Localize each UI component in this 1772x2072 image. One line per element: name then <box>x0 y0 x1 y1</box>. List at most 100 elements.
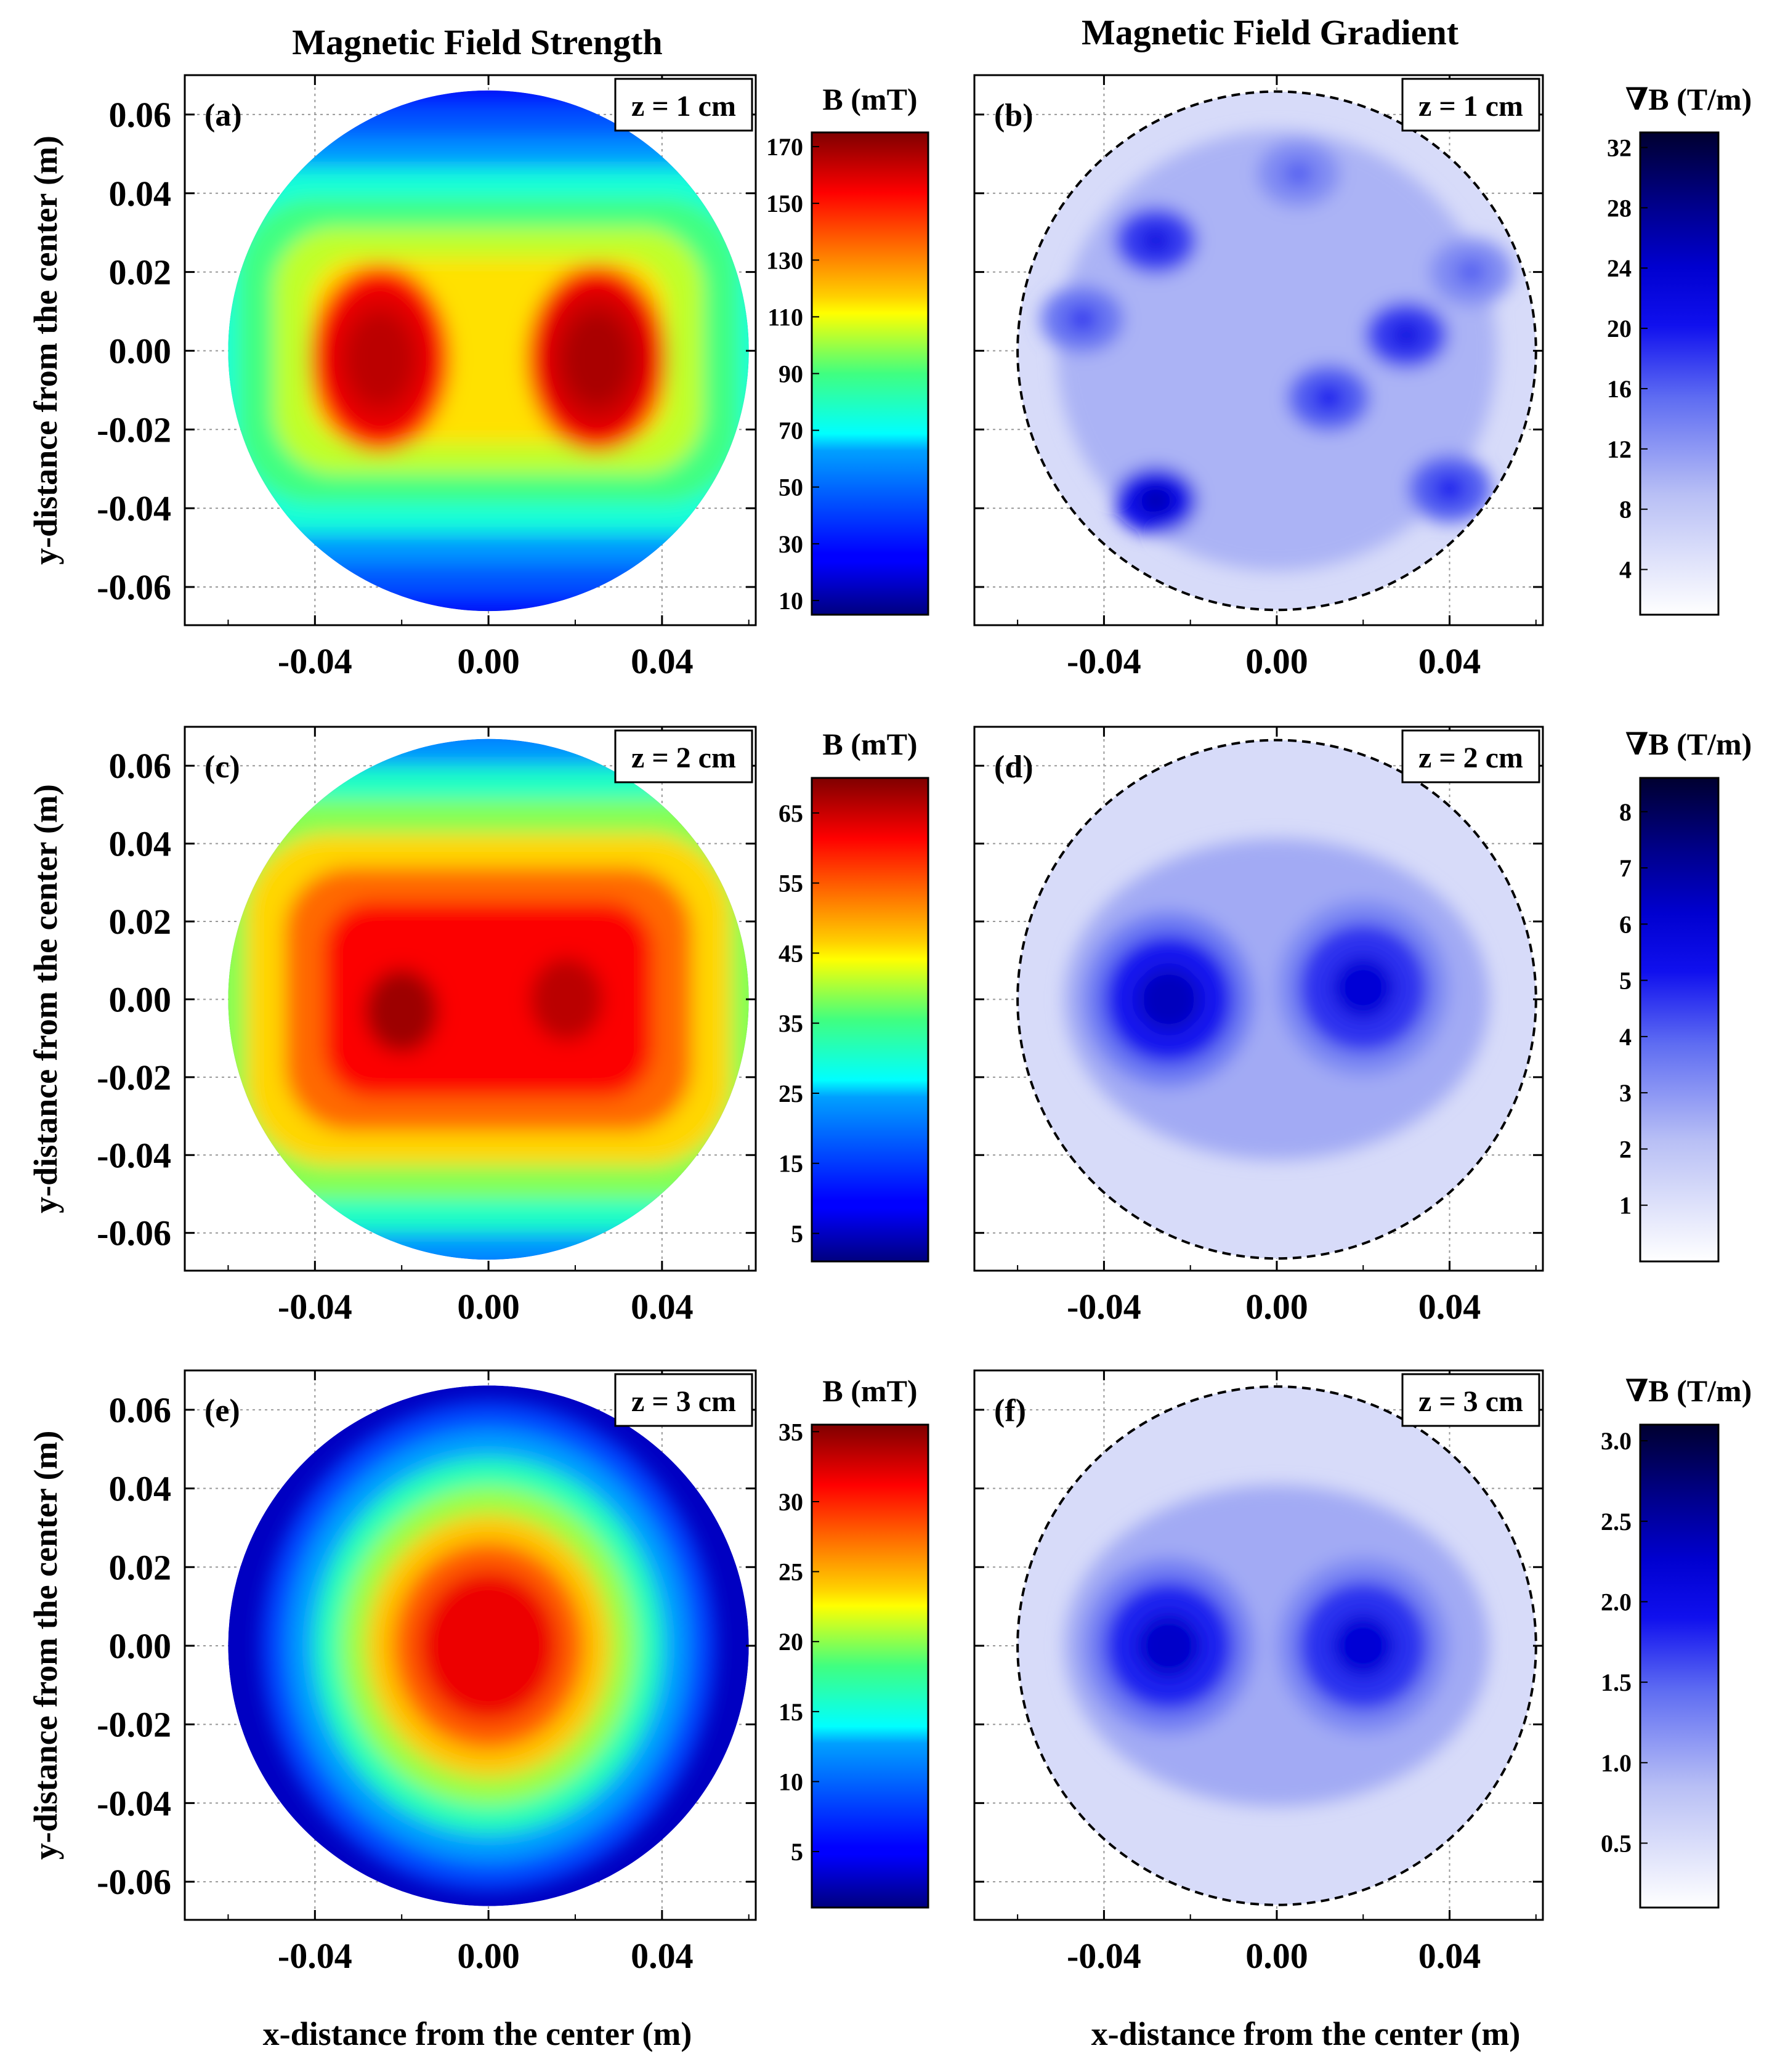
heatmap-field <box>1017 91 1536 610</box>
field-hotspot <box>1138 968 1200 1030</box>
colorbar-gradient <box>1639 131 1720 616</box>
panel-label: (d) <box>994 750 1034 785</box>
y-axis <box>974 113 1543 588</box>
x-tick-label: 0.00 <box>1245 641 1308 681</box>
heatmap-field <box>228 90 749 612</box>
colorbar: 170 150 130 110 90 70 50 30 10 B (mT) <box>766 82 929 616</box>
z-label: z = 3 cm <box>1418 1385 1523 1418</box>
y-axis: 0.06 0.04 0.02 0.00 -0.02 -0.04 -0.06 <box>97 1390 756 1902</box>
z-label-box <box>1401 78 1540 132</box>
field-peak <box>346 312 414 406</box>
field-peak <box>530 957 604 1042</box>
field-contours <box>228 90 749 612</box>
field-hotspot-core <box>1067 306 1098 333</box>
colorbar-tick-label: 25 <box>779 1558 803 1586</box>
panel-e: -0.04 0.00 0.04 0.06 0.04 0.02 0.00 -0.02 -0.04 -… <box>97 1369 929 1976</box>
title-magnetic-field-gradient: Magnetic Field Gradient <box>1082 12 1459 52</box>
colorbar-tick-label: 15 <box>779 1150 803 1178</box>
field-hotspot-core <box>1434 476 1465 502</box>
panel-label: (f) <box>994 1393 1026 1428</box>
z-label: z = 2 cm <box>1418 742 1523 774</box>
colorbar-title: ∇B (T/m) <box>1625 727 1752 761</box>
colorbar-tick-label: 1.5 <box>1601 1669 1632 1696</box>
y-tick-label: 0.02 <box>109 1547 172 1587</box>
y-tick-label: -0.06 <box>97 1213 171 1253</box>
heatmap-field <box>1017 740 1536 1259</box>
field-hotspot <box>1138 1614 1200 1677</box>
x-tick-label: 0.00 <box>457 641 520 681</box>
y-tick-label: 0.06 <box>109 1390 172 1430</box>
colorbar-title: B (mT) <box>822 1374 917 1408</box>
colorbar-gradient <box>811 131 929 616</box>
field-contours <box>262 1401 715 1890</box>
y-tick-label: 0.04 <box>109 1469 172 1509</box>
colorbar: 32 28 24 20 16 12 8 4 ∇B (T/m) <box>1607 82 1752 616</box>
colorbar-tick-label: 28 <box>1607 194 1632 222</box>
colorbar-tick-label: 1.0 <box>1601 1749 1632 1777</box>
x-axis-label-right: x-distance from the center (m) <box>1091 2015 1521 2052</box>
x-tick-label: 0.00 <box>1245 1287 1308 1327</box>
y-axis-label: y-distance from the center (m) <box>27 136 64 565</box>
panel-d: -0.04 0.00 0.04 (d) z = 2 cm 8 7 6 5 4 3 2 1 ∇B (T/m) <box>973 726 1752 1327</box>
x-tick-label: 0.00 <box>1245 1936 1308 1976</box>
z-label-box <box>1401 729 1540 783</box>
colorbar-tick-label: 2 <box>1619 1135 1632 1163</box>
y-tick-label: -0.06 <box>97 1862 171 1902</box>
colorbar-gradient <box>1639 1423 1720 1909</box>
colorbar-title: B (mT) <box>822 82 917 116</box>
colorbar-tick-label: 10 <box>779 587 803 615</box>
y-tick-label: -0.06 <box>97 567 171 607</box>
colorbar-tick-label: 50 <box>779 474 803 501</box>
colorbar-tick-label: 55 <box>779 870 803 897</box>
colorbar-tick-label: 0.5 <box>1601 1829 1632 1857</box>
z-label-box <box>614 1373 753 1427</box>
y-tick-label: 0.06 <box>109 746 172 786</box>
z-label: z = 2 cm <box>631 742 736 774</box>
field-hotspot-core <box>1140 487 1171 514</box>
y-tick-label: -0.04 <box>97 1783 171 1823</box>
colorbar-tick-label: 8 <box>1619 496 1632 524</box>
panel-b: -0.04 0.00 0.04 (b) z = 1 cm 32 28 24 20 16 12 8 4 ∇B… <box>973 74 1752 681</box>
colorbar-tick-label: 3 <box>1619 1079 1632 1107</box>
heatmap-field <box>228 739 749 1260</box>
z-label: z = 1 cm <box>631 90 736 123</box>
colorbar-tick-label: 24 <box>1607 254 1632 282</box>
y-tick-label: 0.00 <box>109 979 172 1019</box>
colorbar-tick-label: 45 <box>779 939 803 967</box>
heatmap-field <box>1017 1386 1536 1905</box>
colorbar-title: B (mT) <box>822 727 917 761</box>
field-hotspot-core <box>1282 160 1314 187</box>
field-contours <box>1064 1485 1490 1807</box>
heatmap-field <box>228 1385 749 1906</box>
colorbar-tick-label: 5 <box>791 1838 803 1866</box>
panel-label: (e) <box>204 1393 240 1428</box>
field-contours <box>1064 838 1490 1160</box>
y-tick-label: -0.02 <box>97 1058 171 1098</box>
colorbar-gradient <box>811 777 929 1263</box>
colorbar-tick-label: 15 <box>779 1698 803 1726</box>
x-axis: -0.04 0.00 0.04 <box>227 727 750 1327</box>
x-tick-label: 0.04 <box>1418 1287 1481 1327</box>
x-tick-label: 0.00 <box>457 1936 520 1976</box>
y-tick-label: -0.02 <box>97 1705 171 1745</box>
colorbar-tick-label: 5 <box>1619 967 1632 995</box>
x-tick-label: -0.04 <box>1067 1287 1141 1327</box>
colorbar-tick-label: 90 <box>779 360 803 388</box>
panel-label: (a) <box>204 98 242 133</box>
x-axis: -0.04 0.00 0.04 <box>227 1370 750 1976</box>
y-axis-label: y-distance from the center (m) <box>27 1431 64 1860</box>
colorbar: 8 7 6 5 4 3 2 1 ∇B (T/m) <box>1619 727 1752 1263</box>
field-hotspot <box>1332 956 1394 1019</box>
colorbar-tick-label: 110 <box>767 303 803 331</box>
x-axis: -0.04 0.00 0.04 <box>1017 1370 1537 1976</box>
colorbar-tick-label: 20 <box>779 1628 803 1656</box>
y-tick-label: 0.00 <box>109 1626 172 1666</box>
z-label: z = 1 cm <box>1418 90 1523 123</box>
colorbar: 3.0 2.5 2.0 1.5 1.0 0.5 ∇B (T/m) <box>1601 1374 1752 1909</box>
colorbar-tick-label: 32 <box>1607 134 1632 161</box>
x-tick-label: 0.04 <box>1418 641 1481 681</box>
y-axis: 0.06 0.04 0.02 0.00 -0.02 -0.04 -0.06 <box>97 746 756 1253</box>
x-tick-label: 0.04 <box>1418 1936 1481 1976</box>
colorbar-tick-label: 12 <box>1607 435 1632 463</box>
colorbar-tick-label: 4 <box>1619 556 1632 584</box>
